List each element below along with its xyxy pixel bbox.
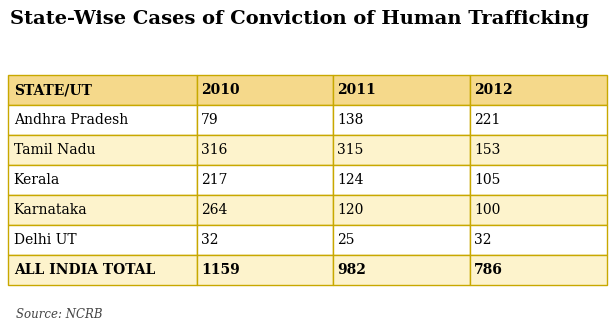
Text: 982: 982 xyxy=(338,263,366,277)
Text: 79: 79 xyxy=(200,113,218,127)
Bar xyxy=(470,75,607,105)
Text: 32: 32 xyxy=(474,233,491,247)
Text: 138: 138 xyxy=(338,113,363,127)
Text: State-Wise Cases of Conviction of Human Trafficking: State-Wise Cases of Conviction of Human … xyxy=(10,10,589,28)
Bar xyxy=(8,225,197,255)
Bar xyxy=(470,195,607,225)
Text: Andhra Pradesh: Andhra Pradesh xyxy=(14,113,128,127)
Bar xyxy=(470,105,607,135)
Text: 221: 221 xyxy=(474,113,501,127)
Bar xyxy=(8,75,197,105)
Text: Karnataka: Karnataka xyxy=(14,203,87,217)
Bar xyxy=(197,255,333,285)
Text: 2012: 2012 xyxy=(474,83,512,97)
Text: 100: 100 xyxy=(474,203,501,217)
Text: Kerala: Kerala xyxy=(14,173,60,187)
Bar xyxy=(197,105,333,135)
Text: 315: 315 xyxy=(338,143,363,157)
Bar xyxy=(8,165,197,195)
Bar xyxy=(333,165,470,195)
Bar xyxy=(8,255,197,285)
Text: 1159: 1159 xyxy=(200,263,239,277)
Text: 264: 264 xyxy=(200,203,227,217)
Bar xyxy=(333,75,470,105)
Bar xyxy=(197,165,333,195)
Bar xyxy=(333,135,470,165)
Text: Delhi UT: Delhi UT xyxy=(14,233,76,247)
Text: 105: 105 xyxy=(474,173,501,187)
Text: STATE/UT: STATE/UT xyxy=(14,83,92,97)
Bar xyxy=(333,105,470,135)
Bar xyxy=(470,255,607,285)
Text: 786: 786 xyxy=(474,263,503,277)
Bar xyxy=(197,75,333,105)
Bar xyxy=(8,135,197,165)
Text: 153: 153 xyxy=(474,143,501,157)
Text: Source: NCRB: Source: NCRB xyxy=(16,308,103,321)
Text: 316: 316 xyxy=(200,143,227,157)
Bar xyxy=(470,225,607,255)
Text: 120: 120 xyxy=(338,203,363,217)
Text: 25: 25 xyxy=(338,233,355,247)
Text: ALL INDIA TOTAL: ALL INDIA TOTAL xyxy=(14,263,155,277)
Bar xyxy=(470,135,607,165)
Bar xyxy=(197,195,333,225)
Text: 2010: 2010 xyxy=(200,83,239,97)
Bar xyxy=(8,195,197,225)
Bar xyxy=(333,225,470,255)
Text: 2011: 2011 xyxy=(338,83,376,97)
Text: Tamil Nadu: Tamil Nadu xyxy=(14,143,95,157)
Bar xyxy=(8,105,197,135)
Bar xyxy=(197,135,333,165)
Bar xyxy=(333,195,470,225)
Bar xyxy=(197,225,333,255)
Bar xyxy=(333,255,470,285)
Bar xyxy=(470,165,607,195)
Text: 217: 217 xyxy=(200,173,228,187)
Text: 124: 124 xyxy=(338,173,364,187)
Text: 32: 32 xyxy=(200,233,218,247)
